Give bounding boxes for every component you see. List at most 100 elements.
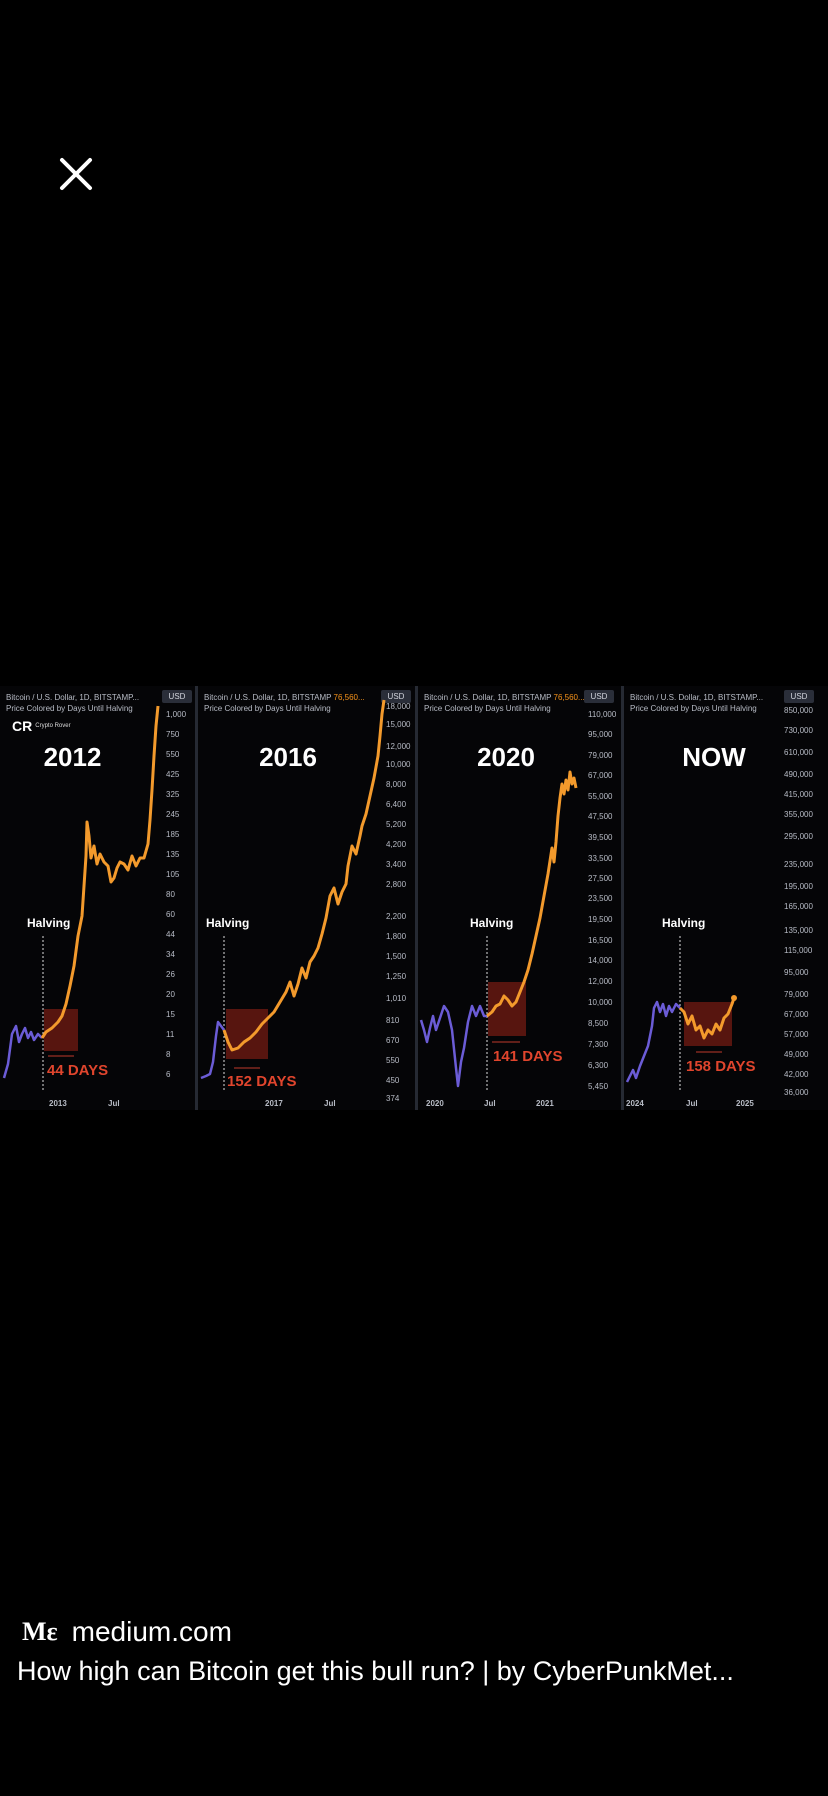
- y-tick: 1,000: [166, 710, 187, 719]
- panel-header-title: Bitcoin / U.S. Dollar, 1D, BITSTAMP: [204, 693, 332, 702]
- y-tick: 115,000: [784, 946, 813, 955]
- y-tick: 670: [386, 1036, 400, 1045]
- y-tick: 750: [166, 730, 180, 739]
- days-until-halving-label: 158 DAYS: [686, 1058, 756, 1075]
- panel-header-title: Bitcoin / U.S. Dollar, 1D, BITSTAMP: [424, 693, 552, 702]
- panel-year-label: 2012: [43, 742, 102, 772]
- price-line-post-halving: [222, 699, 386, 1052]
- y-tick: 850,000: [784, 706, 813, 715]
- price-line-pre-halving: [2, 1024, 43, 1079]
- y-tick: 450: [386, 1076, 400, 1085]
- currency-badge: USD: [584, 690, 614, 703]
- y-tick: 33,500: [588, 854, 613, 863]
- y-tick: 27,500: [588, 874, 613, 883]
- panel-header: Bitcoin / U.S. Dollar, 1D, BITSTAMP 76,5…: [424, 692, 585, 714]
- price-chart: [625, 936, 737, 1091]
- panel-divider: [415, 686, 418, 1110]
- x-axis-label: 2025: [736, 1099, 754, 1108]
- price-line-post-halving: [486, 770, 578, 1018]
- price-chart: [2, 705, 160, 1091]
- panel-header-price: 76,560...: [333, 693, 365, 702]
- price-line-post-halving: [40, 705, 160, 1039]
- y-tick: 550: [166, 750, 180, 759]
- y-tick: 550: [386, 1056, 400, 1065]
- x-axis-label: 2020: [426, 1099, 444, 1108]
- y-tick: 1,250: [386, 972, 407, 981]
- y-tick: 2,200: [386, 912, 407, 921]
- panel-header-title: Bitcoin / U.S. Dollar, 1D, BITSTAMP...: [630, 693, 764, 702]
- x-axis-label: 2017: [265, 1099, 283, 1108]
- y-tick: 810: [386, 1016, 400, 1025]
- panel-header-subtitle: Price Colored by Days Until Halving: [424, 704, 551, 713]
- y-tick: 67,000: [588, 771, 613, 780]
- y-tick: 1,010: [386, 994, 407, 1003]
- source-link[interactable]: Mε medium.com: [22, 1616, 232, 1648]
- x-axis-label: 2021: [536, 1099, 554, 1108]
- panel-year-label: 2020: [477, 742, 535, 772]
- y-tick: 11: [166, 1030, 175, 1039]
- y-tick: 5,450: [588, 1082, 609, 1091]
- y-tick: 15: [166, 1010, 175, 1019]
- y-tick: 10,000: [588, 998, 613, 1007]
- y-tick: 20: [166, 990, 175, 999]
- y-tick: 8,500: [588, 1019, 609, 1028]
- y-tick: 10,000: [386, 760, 411, 769]
- shared-image: Bitcoin / U.S. Dollar, 1D, BITSTAMP... P…: [0, 686, 828, 1110]
- y-tick: 730,000: [784, 726, 813, 735]
- x-axis-label: Jul: [686, 1099, 698, 1108]
- price-line-pre-halving: [419, 1004, 487, 1088]
- source-domain: medium.com: [71, 1616, 232, 1647]
- halving-label: Halving: [470, 916, 514, 930]
- panel-header-subtitle: Price Colored by Days Until Halving: [204, 704, 331, 713]
- y-tick: 105: [166, 870, 180, 879]
- panel-header: Bitcoin / U.S. Dollar, 1D, BITSTAMP... P…: [6, 692, 139, 714]
- x-axis-label: 2013: [49, 1099, 67, 1108]
- y-tick: 1,800: [386, 932, 407, 941]
- chart-panel-2012: Bitcoin / U.S. Dollar, 1D, BITSTAMP... P…: [0, 686, 195, 1110]
- halving-label: Halving: [662, 916, 706, 930]
- currency-badge: USD: [784, 690, 814, 703]
- chart-panel-2020: Bitcoin / U.S. Dollar, 1D, BITSTAMP 76,5…: [418, 686, 621, 1110]
- y-tick: 34: [166, 950, 175, 959]
- y-tick: 415,000: [784, 790, 813, 799]
- y-tick: 425: [166, 770, 180, 779]
- y-tick: 42,000: [784, 1070, 809, 1079]
- current-price-dot: [731, 995, 737, 1001]
- article-title[interactable]: How high can Bitcoin get this bull run? …: [17, 1656, 734, 1686]
- panel-divider: [195, 686, 198, 1110]
- y-tick: 67,000: [784, 1010, 809, 1019]
- close-button[interactable]: [52, 150, 100, 198]
- y-tick: 3,400: [386, 860, 407, 869]
- y-tick: 355,000: [784, 810, 813, 819]
- days-until-halving-label: 44 DAYS: [47, 1062, 109, 1079]
- y-tick: 325: [166, 790, 180, 799]
- medium-logo: Mε: [22, 1617, 58, 1646]
- y-tick: 60: [166, 910, 175, 919]
- currency-badge: USD: [162, 690, 192, 703]
- y-tick: 26: [166, 970, 175, 979]
- x-axis-label: 2024: [626, 1099, 644, 1108]
- x-axis-label: Jul: [484, 1099, 496, 1108]
- panel-year-label: NOW: [682, 742, 746, 772]
- y-tick: 47,500: [588, 812, 613, 821]
- y-tick: 135: [166, 850, 180, 859]
- y-tick: 18,000: [386, 702, 411, 711]
- y-tick: 7,300: [588, 1040, 609, 1049]
- y-tick: 374: [386, 1094, 400, 1103]
- panel-header: Bitcoin / U.S. Dollar, 1D, BITSTAMP... P…: [630, 692, 763, 714]
- panel-header-subtitle: Price Colored by Days Until Halving: [6, 704, 133, 713]
- y-tick: 235,000: [784, 860, 813, 869]
- y-tick: 6,300: [588, 1061, 609, 1070]
- y-tick: 15,000: [386, 720, 411, 729]
- currency-badge: USD: [381, 690, 411, 703]
- halving-label: Halving: [27, 916, 71, 930]
- y-tick: 44: [166, 930, 175, 939]
- y-tick: 8: [166, 1050, 171, 1059]
- y-tick: 12,000: [386, 742, 411, 751]
- y-tick: 1,500: [386, 952, 407, 961]
- y-tick: 165,000: [784, 902, 813, 911]
- crypto-rover-logo: CR Crypto Rover: [12, 718, 71, 734]
- y-tick: 49,000: [784, 1050, 809, 1059]
- days-until-halving-label: 141 DAYS: [493, 1048, 563, 1065]
- y-tick: 79,000: [588, 751, 613, 760]
